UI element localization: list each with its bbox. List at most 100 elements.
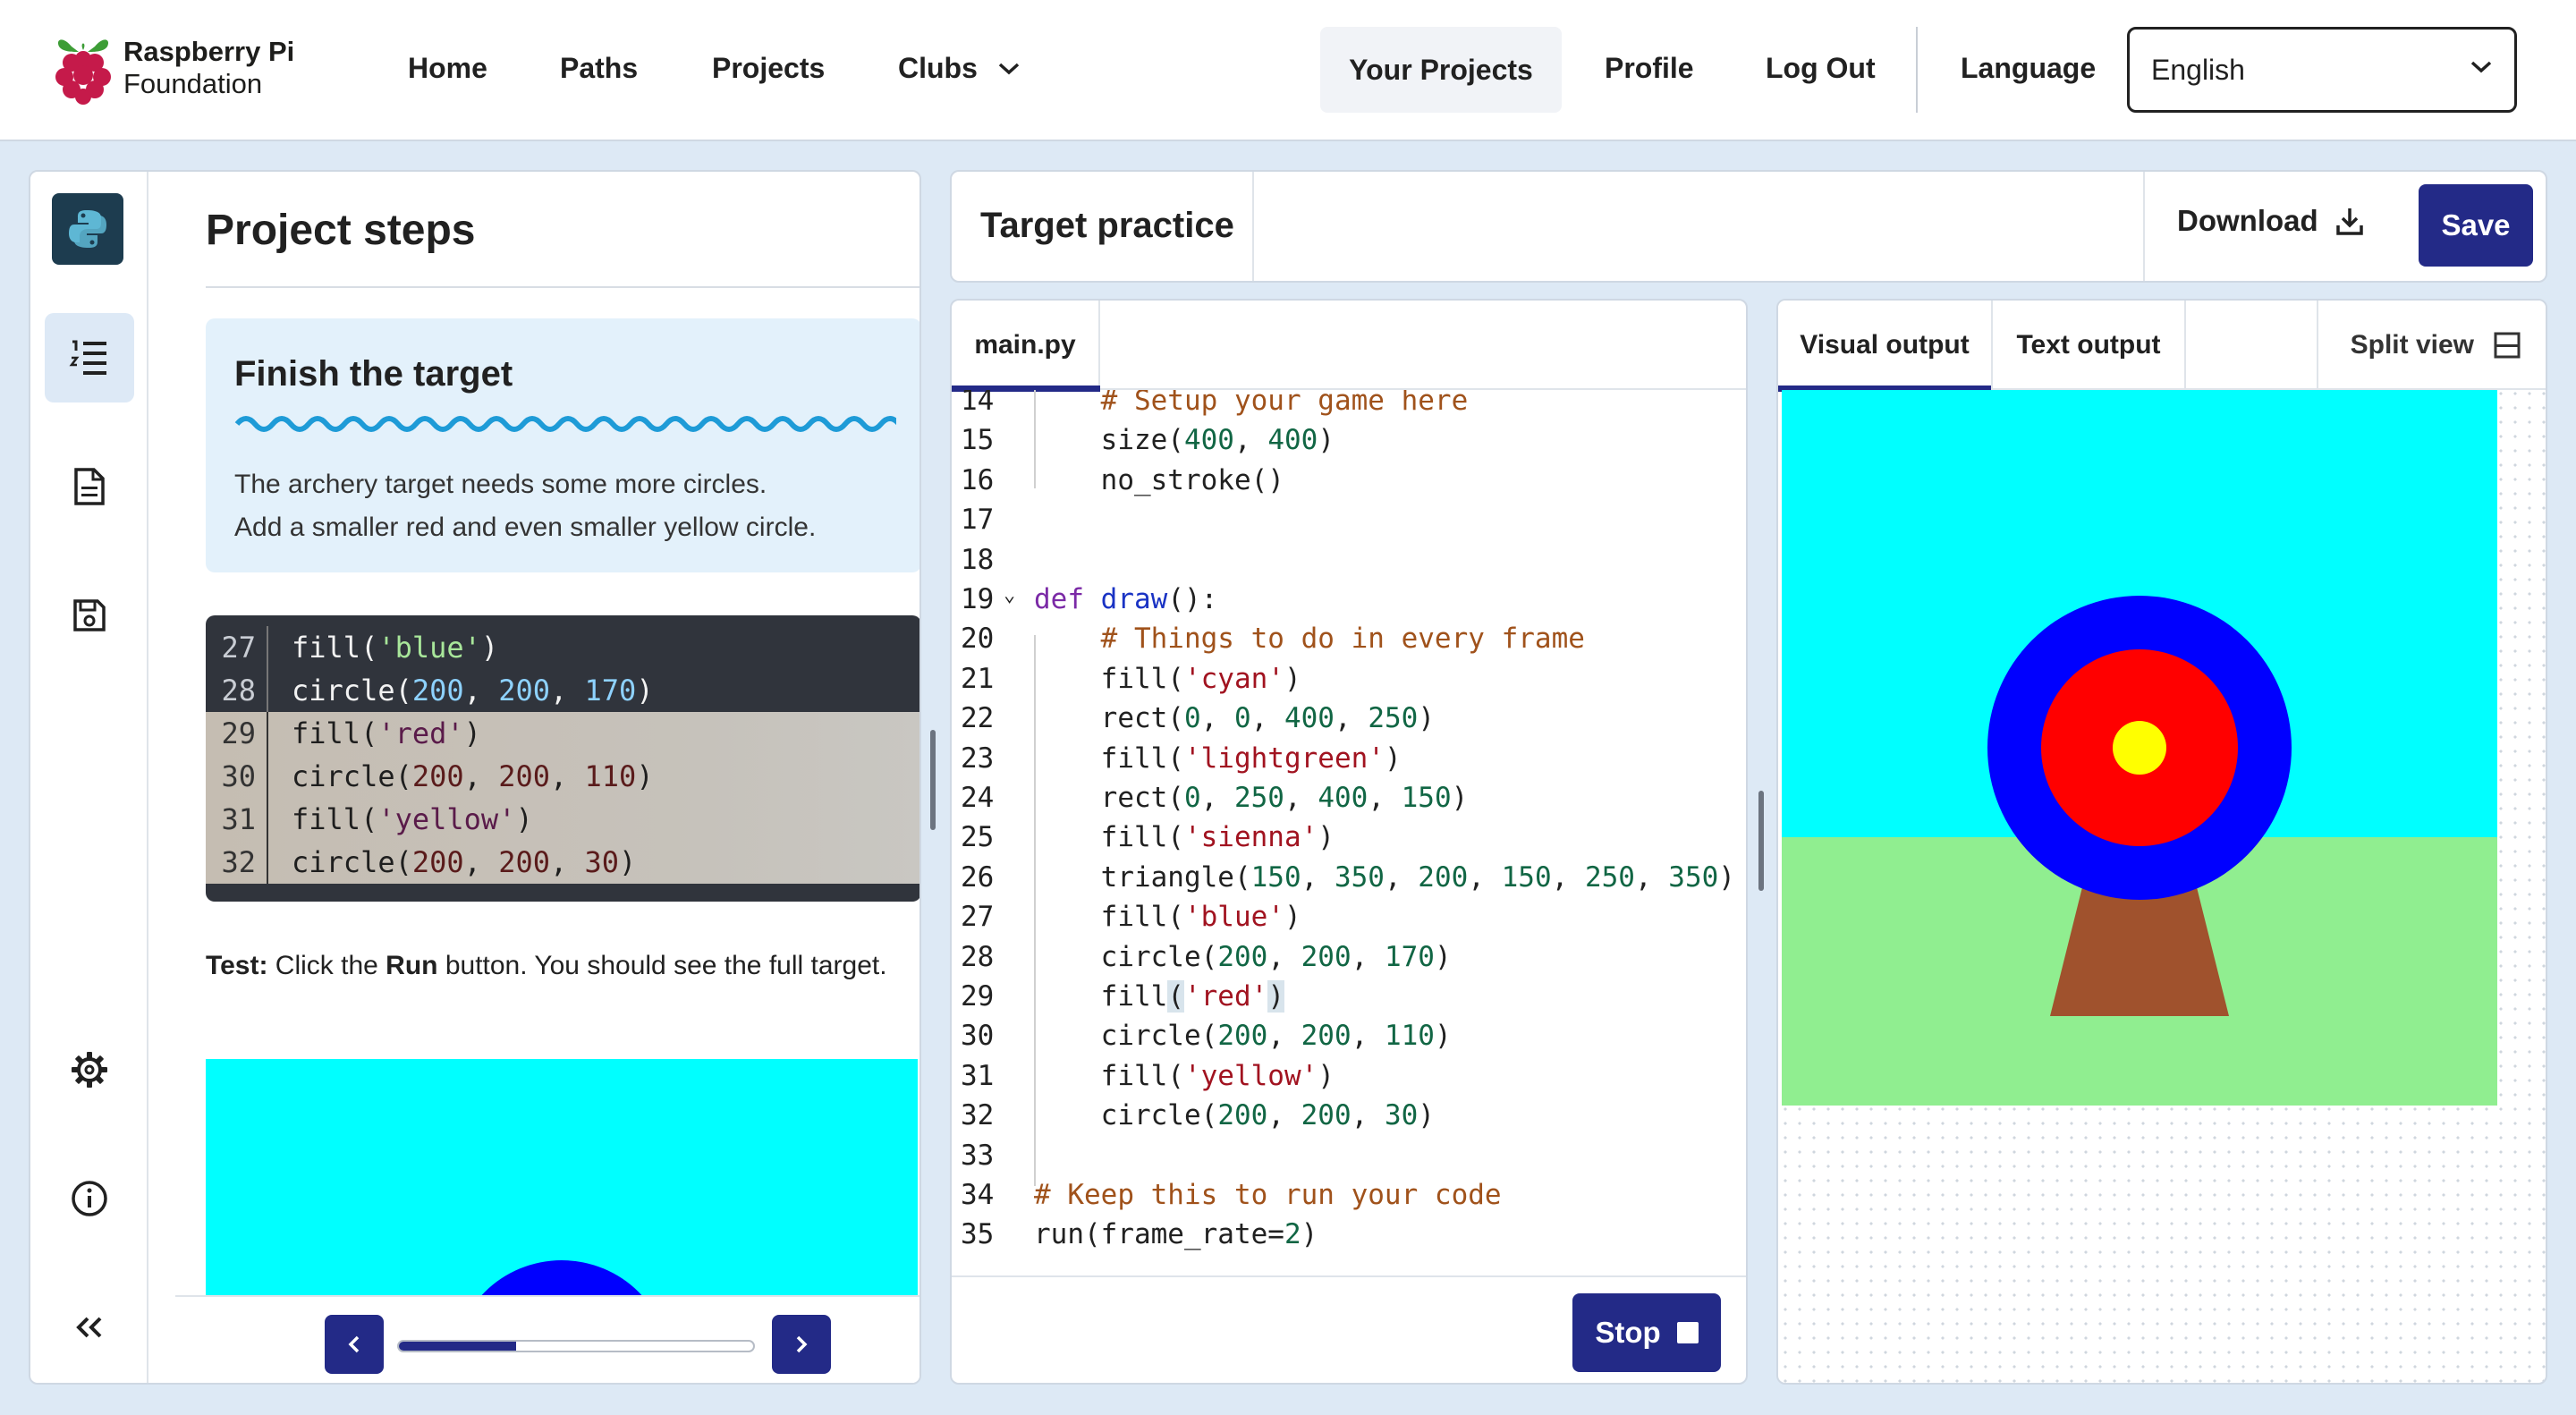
- code-snippet-line: 27 fill('blue'): [206, 626, 919, 669]
- stop-button[interactable]: Stop: [1572, 1293, 1721, 1372]
- code-token: ): [1434, 940, 1452, 973]
- code-token: ,: [1250, 702, 1284, 735]
- code-token: ,: [1200, 702, 1234, 735]
- prev-step-button[interactable]: [325, 1315, 384, 1374]
- editor-line: 21 fill('cyan'): [952, 659, 1746, 699]
- code-snippet-line: 30 circle(200, 200, 110): [206, 755, 919, 798]
- code-token: fill: [1100, 980, 1168, 1013]
- nav-home[interactable]: Home: [408, 52, 487, 84]
- top-header: Raspberry Pi Foundation Home Paths Proje…: [0, 0, 2576, 141]
- editor-line: 22 rect(0, 0, 400, 250): [952, 699, 1746, 738]
- nav-clubs[interactable]: Clubs: [898, 52, 1021, 85]
- code-token: ,: [1233, 424, 1268, 457]
- step-navigation: [175, 1295, 919, 1383]
- code-token: ): [1384, 741, 1402, 775]
- nav-projects[interactable]: Projects: [712, 52, 826, 84]
- line-number: 29: [961, 980, 995, 1013]
- code-token: circle(: [292, 674, 412, 708]
- code-token: 'blue': [1183, 901, 1284, 934]
- step-progress-bar: [397, 1340, 755, 1352]
- nav-logout[interactable]: Log Out: [1766, 52, 1876, 84]
- code-token: fill(: [1100, 821, 1184, 854]
- code-token: circle(: [292, 845, 412, 879]
- indent-guide: [1034, 390, 1036, 488]
- chevron-down-icon: [2470, 61, 2492, 73]
- code-token: circle(: [1100, 1099, 1218, 1132]
- brand-name[interactable]: Raspberry Pi Foundation: [123, 36, 294, 100]
- tab-text-output[interactable]: Text output: [1993, 301, 2186, 390]
- code-token: 110: [1384, 1020, 1435, 1053]
- next-icon: [796, 1335, 808, 1353]
- code-token: ,: [463, 759, 499, 793]
- code-snippet-line: 32 circle(200, 200, 30): [206, 841, 919, 884]
- split-view-button[interactable]: Split view: [2351, 301, 2521, 390]
- code-token: size(: [1100, 424, 1184, 457]
- code-text: circle(200, 200, 110): [1034, 1016, 1452, 1055]
- code-number: 200: [411, 674, 464, 708]
- sidebar-resize-handle[interactable]: [930, 730, 936, 830]
- code-token: circle(: [292, 759, 412, 793]
- language-value: English: [2151, 53, 2245, 86]
- code-token: ): [619, 845, 637, 879]
- code-token: ,: [1368, 782, 1402, 814]
- line-number: 28: [206, 669, 268, 712]
- code-token: 170: [1384, 940, 1435, 973]
- code-token: ): [463, 716, 481, 750]
- project-steps-panel: Project steps Finish the target The arch…: [175, 172, 919, 1383]
- code-token: 400: [1318, 782, 1368, 814]
- settings-icon[interactable]: [45, 1025, 134, 1114]
- editor-resize-handle[interactable]: [1758, 791, 1764, 891]
- code-token: 250: [1233, 782, 1284, 814]
- code-token: 150: [1250, 860, 1301, 894]
- editor-line: 33: [952, 1136, 1746, 1175]
- save-button[interactable]: Save: [2419, 184, 2533, 267]
- collapse-icon[interactable]: [45, 1283, 134, 1372]
- tab-main-py[interactable]: main.py: [952, 301, 1100, 392]
- code-token: # Things to do in every frame: [1100, 623, 1585, 656]
- raspberry-pi-logo[interactable]: [54, 32, 113, 106]
- code-token: fill(: [1100, 1059, 1184, 1092]
- line-number: 33: [961, 1139, 995, 1172]
- fold-chevron-icon[interactable]: ⌄: [1004, 584, 1016, 606]
- tab-visual-output[interactable]: Visual output: [1778, 301, 1993, 392]
- code-snippet: 27 fill('blue') 28 circle(200, 200, 170) 29 f…: [206, 615, 919, 902]
- steps-title: Project steps: [206, 207, 476, 254]
- info-icon[interactable]: [45, 1154, 134, 1243]
- download-button[interactable]: Download: [2177, 204, 2365, 238]
- line-number: 25: [961, 821, 995, 854]
- your-projects-button[interactable]: Your Projects: [1320, 27, 1562, 113]
- visual-output-canvas[interactable]: [1782, 390, 2497, 1106]
- nav-paths[interactable]: Paths: [560, 52, 639, 84]
- code-token: ,: [549, 845, 585, 879]
- code-text: run(frame_rate=2): [1034, 1215, 1318, 1254]
- code-text: fill('yellow'): [1034, 1056, 1335, 1096]
- stop-icon: [1676, 1322, 1699, 1343]
- steps-icon[interactable]: [45, 313, 134, 402]
- code-string: 'yellow': [377, 802, 516, 836]
- step-card: Finish the target The archery target nee…: [206, 318, 919, 572]
- list-icon: [69, 340, 106, 375]
- code-text: def draw():: [1034, 580, 1217, 619]
- output-panel: Visual output Text output Split view: [1776, 299, 2547, 1385]
- code-token: 'red': [1183, 980, 1268, 1013]
- code-token: ,: [1351, 1099, 1385, 1132]
- file-icon[interactable]: [45, 442, 134, 531]
- code-number: 30: [584, 845, 620, 879]
- code-token: ): [1318, 821, 1335, 854]
- code-editor[interactable]: 14 # Setup your game here 15 size(400, 40…: [952, 390, 1746, 1267]
- next-step-button[interactable]: [772, 1315, 831, 1374]
- expected-output-preview: [206, 1059, 918, 1299]
- code-token: ): [1718, 860, 1735, 894]
- code-text: fill('cyan'): [1034, 659, 1301, 699]
- nav-profile[interactable]: Profile: [1605, 52, 1694, 84]
- test-text-1: Click the: [267, 951, 386, 980]
- python-icon[interactable]: [52, 193, 123, 265]
- project-name[interactable]: Target practice: [980, 206, 1234, 245]
- code-token: (: [1167, 980, 1184, 1013]
- step-description: The archery target needs some more circl…: [234, 463, 816, 549]
- code-number: 200: [498, 674, 550, 708]
- code-token: 200: [1301, 940, 1352, 973]
- save-icon[interactable]: [45, 571, 134, 660]
- project-bar: Target practice Download Save: [950, 170, 2547, 283]
- language-select[interactable]: English: [2127, 27, 2517, 113]
